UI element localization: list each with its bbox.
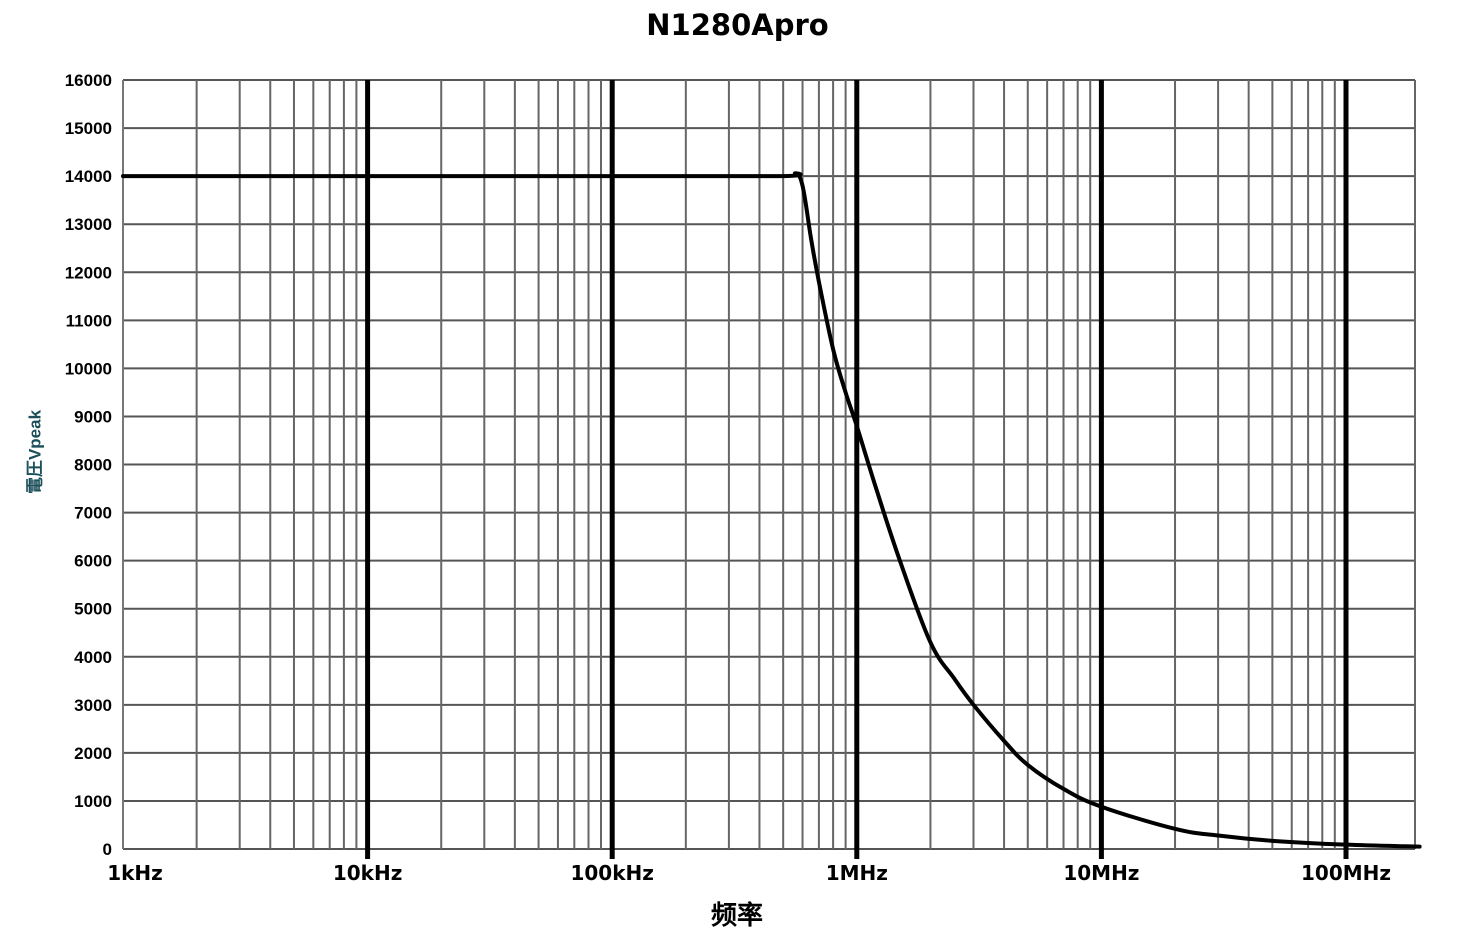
minor-gridlines [122,79,1416,850]
y-tick-label: 1000 [74,792,112,811]
x-tick-label: 1kHz [107,861,163,885]
y-tick-label: 15000 [65,119,112,138]
y-tick-label: 12000 [65,263,112,282]
y-tick-label: 10000 [65,359,112,378]
y-tick-label: 0 [103,840,112,859]
y-axis-ticks: 0 1000 2000 3000 4000 5000 6000 7000 8000 9000 100… [65,71,112,859]
x-tick-label: 10MHz [1063,861,1139,885]
y-tick-label: 7000 [74,504,112,523]
y-tick-label: 16000 [65,71,112,90]
y-tick-label: 5000 [74,600,112,619]
major-gridlines [365,80,1349,859]
y-tick-label: 6000 [74,552,112,571]
y-tick-label: 4000 [74,648,112,667]
x-tick-label: 1MHz [826,861,888,885]
y-tick-label: 13000 [65,215,112,234]
y-tick-label: 14000 [65,167,112,186]
y-tick-label: 3000 [74,696,112,715]
x-tick-label: 100kHz [570,861,653,885]
x-axis-label: 频率 [710,901,764,931]
x-tick-label: 100MHz [1301,861,1391,885]
y-tick-label: 8000 [74,456,112,475]
x-tick-label: 10kHz [333,861,403,885]
y-tick-label: 9000 [74,407,112,426]
y-tick-label: 11000 [66,311,112,330]
voltage-curve [121,171,1422,849]
x-axis-ticks: 1kHz 10kHz 100kHz 1MHz 10MHz 100MHz [107,861,1391,885]
y-tick-label: 2000 [74,744,112,763]
chart-title: N1280Apro [646,8,829,42]
